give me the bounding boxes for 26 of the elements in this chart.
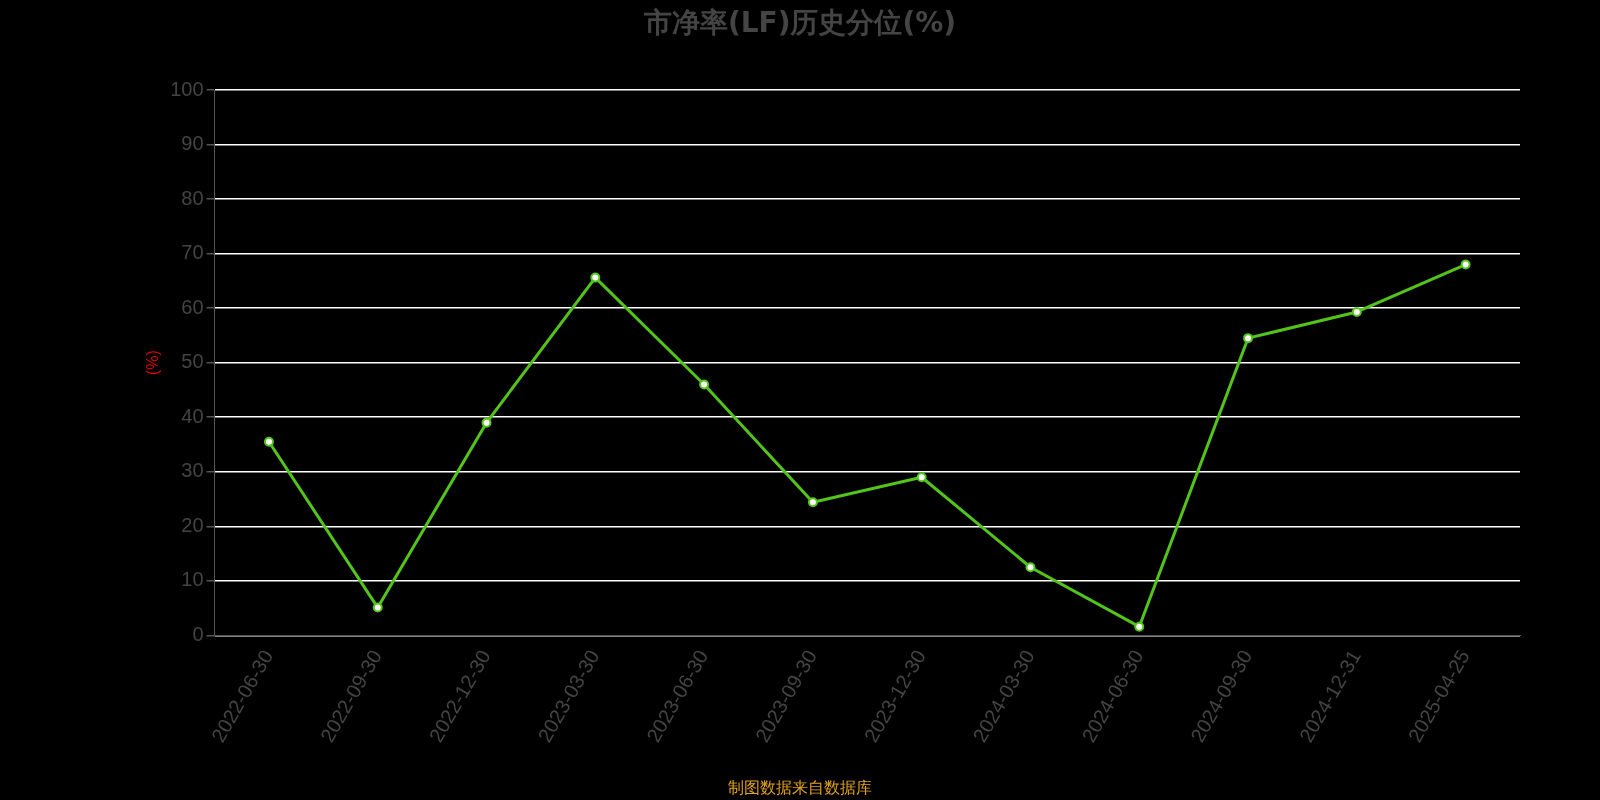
y-tick-label: 90 [181, 132, 204, 155]
y-tick-label: 60 [181, 295, 204, 318]
point [481, 417, 492, 428]
point [263, 436, 274, 447]
point [1243, 333, 1254, 344]
point [916, 472, 927, 483]
y-tick-label: 100 [170, 77, 204, 100]
y-tick-label: 40 [181, 404, 204, 427]
y-tick-label: 50 [181, 350, 204, 373]
point [1351, 306, 1362, 317]
y-axis-title: (%) [144, 350, 162, 376]
text: 制图数据来自数据库 [727, 778, 873, 799]
point [1025, 562, 1036, 573]
point [807, 497, 818, 508]
point [699, 379, 710, 390]
point [1134, 621, 1145, 632]
y-tick-label: 70 [181, 241, 204, 264]
point [590, 272, 601, 283]
y-tick-label: 20 [181, 513, 204, 536]
chart-title: 市净率(LF)历史分位(%) [642, 5, 958, 41]
y-tick-label: 0 [192, 622, 204, 645]
y-tick-label: 10 [181, 568, 204, 591]
y-tick-label: 80 [181, 186, 204, 209]
point [1460, 259, 1471, 270]
point [372, 602, 383, 613]
y-tick-label: 30 [181, 459, 204, 482]
